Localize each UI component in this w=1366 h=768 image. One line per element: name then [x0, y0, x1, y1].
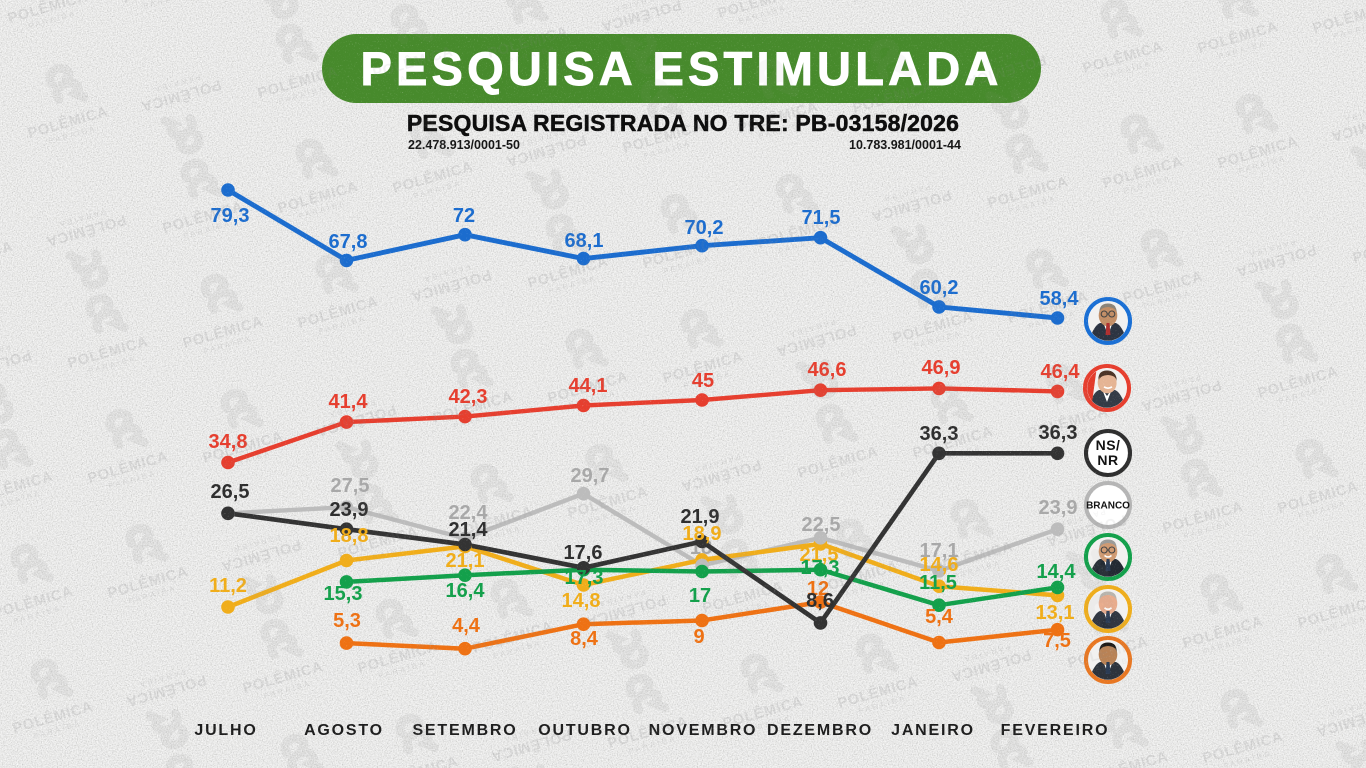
svg-text:11,5: 11,5 [919, 572, 957, 594]
svg-text:29,7: 29,7 [571, 465, 610, 487]
svg-text:60,2: 60,2 [920, 277, 959, 299]
svg-text:79,3: 79,3 [211, 205, 250, 227]
svg-text:AGOSTO: AGOSTO [304, 722, 384, 739]
svg-text:JANEIRO: JANEIRO [891, 722, 975, 739]
svg-text:14,4: 14,4 [1037, 561, 1077, 583]
svg-text:46,6: 46,6 [808, 359, 847, 381]
svg-text:9: 9 [693, 626, 704, 648]
svg-text:27,5: 27,5 [331, 475, 370, 497]
svg-text:FEVEREIRO: FEVEREIRO [1001, 722, 1110, 739]
svg-text:18,8: 18,8 [330, 525, 369, 547]
svg-text:70,2: 70,2 [685, 217, 724, 239]
svg-text:45: 45 [692, 370, 714, 392]
svg-text:71,5: 71,5 [802, 207, 841, 229]
svg-text:NOVEMBRO: NOVEMBRO [649, 722, 758, 739]
svg-text:7,5: 7,5 [1043, 630, 1071, 652]
svg-text:22,5: 22,5 [802, 514, 841, 536]
svg-text:41,4: 41,4 [329, 391, 369, 413]
svg-text:8,4: 8,4 [570, 628, 599, 650]
svg-text:23,9: 23,9 [330, 499, 369, 521]
svg-text:58,4: 58,4 [1040, 288, 1080, 310]
svg-text:NR: NR [1097, 452, 1118, 468]
svg-text:46,9: 46,9 [922, 357, 961, 379]
svg-text:14,8: 14,8 [562, 590, 601, 612]
svg-text:23,9: 23,9 [1039, 497, 1078, 519]
svg-text:15,3: 15,3 [324, 583, 363, 605]
svg-text:8,6: 8,6 [806, 590, 834, 612]
svg-text:72: 72 [453, 205, 475, 227]
svg-text:17,6: 17,6 [564, 542, 603, 564]
svg-text:67,8: 67,8 [329, 231, 368, 253]
svg-text:5,4: 5,4 [925, 606, 954, 628]
svg-text:13,1: 13,1 [1036, 602, 1075, 624]
svg-text:DEZEMBRO: DEZEMBRO [767, 722, 873, 739]
svg-text:26,5: 26,5 [211, 481, 250, 503]
svg-text:68,1: 68,1 [565, 230, 604, 252]
svg-text:JULHO: JULHO [194, 722, 257, 739]
svg-text:36,3: 36,3 [920, 423, 959, 445]
svg-text:16,4: 16,4 [446, 580, 486, 602]
svg-text:44,1: 44,1 [569, 375, 608, 397]
svg-text:SETEMBRO: SETEMBRO [412, 722, 517, 739]
svg-text:5,3: 5,3 [333, 610, 361, 632]
svg-text:17: 17 [689, 585, 711, 607]
svg-text:21,4: 21,4 [449, 519, 489, 541]
svg-text:42,3: 42,3 [449, 386, 488, 408]
svg-text:36,3: 36,3 [1039, 422, 1078, 444]
svg-text:21,1: 21,1 [446, 550, 485, 572]
svg-text:21,9: 21,9 [681, 506, 720, 528]
svg-text:OUTUBRO: OUTUBRO [538, 722, 631, 739]
svg-text:17,3: 17,3 [801, 557, 840, 579]
svg-text:34,8: 34,8 [209, 431, 248, 453]
svg-text:BRANCO: BRANCO [1086, 501, 1130, 512]
svg-text:NS/: NS/ [1096, 437, 1121, 453]
svg-text:46,4: 46,4 [1041, 361, 1081, 383]
svg-text:4,4: 4,4 [452, 615, 481, 637]
svg-text:11,2: 11,2 [209, 575, 247, 597]
svg-text:17,3: 17,3 [565, 567, 604, 589]
